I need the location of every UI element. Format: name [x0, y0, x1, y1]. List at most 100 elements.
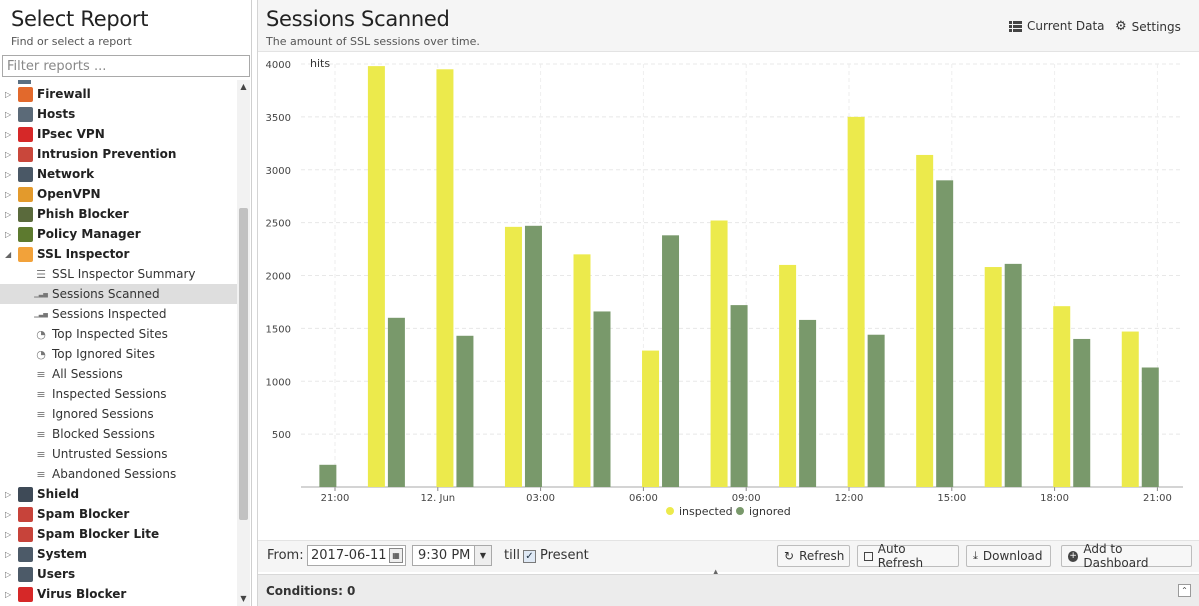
tree-category-phish-blocker[interactable]: ▷ Phish Blocker: [0, 204, 237, 224]
tree-report-item[interactable]: ≡ Blocked Sessions: [0, 424, 237, 444]
tree-category-ssl-inspector[interactable]: ◢ SSL Inspector: [0, 244, 237, 264]
y-tick-label: 2500: [266, 219, 291, 230]
report-toolbar: From: 2017-06-11 ▦ 9:30 PM ▼ till ✓ Pres…: [258, 540, 1199, 572]
tree-category-virus-blocker[interactable]: ▷ Virus Blocker: [0, 584, 237, 604]
expand-up-icon[interactable]: ⌃: [1178, 584, 1191, 597]
chevron-down-icon[interactable]: ▼: [474, 546, 491, 565]
tree-category-hosts[interactable]: ▷ Hosts: [0, 104, 237, 124]
tree-category-policy-manager[interactable]: ▷ Policy Manager: [0, 224, 237, 244]
panel-splitter-handle[interactable]: ▲: [713, 568, 719, 576]
x-tick-label: 09:00: [732, 493, 761, 504]
tree-report-item[interactable]: ≡ Abandoned Sessions: [0, 464, 237, 484]
policy-manager-icon: [18, 226, 33, 242]
report-selector-panel: Select Report Find or select a report ▷ F…: [0, 0, 252, 606]
tree-category-users[interactable]: ▷ Users: [0, 564, 237, 584]
scroll-up-arrow-icon[interactable]: ▲: [240, 82, 247, 91]
report-selector-header: Select Report Find or select a report: [0, 0, 251, 52]
collapsed-arrow-icon[interactable]: ▷: [5, 589, 12, 599]
refresh-button[interactable]: ↻ Refresh: [777, 545, 850, 567]
table-icon: [1009, 20, 1022, 32]
bar-ignored: [1073, 338, 1091, 487]
tree-report-item[interactable]: ≡ Untrusted Sessions: [0, 444, 237, 464]
from-time-select[interactable]: 9:30 PM ▼: [412, 545, 492, 566]
conditions-panel[interactable]: Conditions: 0 ⌃: [258, 574, 1199, 606]
collapsed-arrow-icon[interactable]: ▷: [5, 129, 12, 139]
tree-report-label: Blocked Sessions: [52, 427, 155, 441]
tree-category-label: SSL Inspector: [37, 247, 130, 261]
tree-category-label: IPsec VPN: [37, 127, 105, 141]
settings-button[interactable]: ⚙ Settings: [1115, 19, 1181, 34]
tree-report-item[interactable]: ◔ Top Inspected Sites: [0, 324, 237, 344]
x-tick-label: 15:00: [937, 493, 966, 504]
tree-category-openvpn[interactable]: ▷ OpenVPN: [0, 184, 237, 204]
tree-report-item[interactable]: ≡ All Sessions: [0, 364, 237, 384]
y-tick-label: 3500: [266, 113, 291, 124]
bar-ignored: [799, 319, 817, 487]
tree-category-system[interactable]: ▷ System: [0, 544, 237, 564]
bar-inspected: [1121, 331, 1139, 487]
x-tick-label: 21:00: [1143, 493, 1172, 504]
chart-svg: 500 1000 1500 2000 2500 3000 3500 4000 hits 21:00…: [266, 57, 1183, 518]
bar-ignored: [456, 335, 474, 487]
collapsed-arrow-icon[interactable]: ▷: [5, 209, 12, 219]
tree-category-label: Phish Blocker: [37, 207, 129, 221]
firewall-icon: [18, 86, 33, 102]
tree-category-network[interactable]: ▷ Network: [0, 164, 237, 184]
add-to-dashboard-button[interactable]: + Add to Dashboard: [1061, 542, 1192, 570]
collapsed-arrow-icon[interactable]: ▷: [5, 549, 12, 559]
tree-category-spam-blocker-lite[interactable]: ▷ Spam Blocker Lite: [0, 524, 237, 544]
filter-reports-input[interactable]: [2, 55, 250, 77]
add-to-dashboard-label: Add to Dashboard: [1083, 542, 1149, 570]
plus-circle-icon: +: [1068, 550, 1079, 562]
intrusion-prevention-icon: [18, 146, 33, 162]
calendar-icon[interactable]: ▦: [389, 548, 403, 563]
tree-category-shield[interactable]: ▷ Shield: [0, 484, 237, 504]
tree-report-item[interactable]: ▁▃▅ Sessions Inspected: [0, 304, 237, 324]
expanded-arrow-icon[interactable]: ◢: [5, 249, 12, 259]
collapsed-arrow-icon[interactable]: ▷: [5, 109, 12, 119]
legend-marker-inspected: [666, 507, 674, 515]
tree-category-intrusion-prevention[interactable]: ▷ Intrusion Prevention: [0, 144, 237, 164]
from-date-field[interactable]: 2017-06-11 ▦: [307, 545, 406, 566]
bar-ignored: [662, 235, 680, 487]
tree-report-label: Ignored Sessions: [52, 407, 154, 421]
tree-category-ipsec-vpn[interactable]: ▷ IPsec VPN: [0, 124, 237, 144]
collapsed-arrow-icon[interactable]: ▷: [5, 169, 12, 179]
collapsed-arrow-icon[interactable]: ▷: [5, 489, 12, 499]
collapsed-arrow-icon[interactable]: ▷: [5, 189, 12, 199]
download-button[interactable]: ⤓ Download: [966, 545, 1051, 567]
y-tick-label: 2000: [266, 272, 291, 283]
list-icon: ≡: [36, 447, 46, 461]
bar-ignored: [1141, 367, 1159, 487]
tree-report-item[interactable]: ≡ Inspected Sessions: [0, 384, 237, 404]
report-tree-scrollbar[interactable]: ▲ ▼: [237, 80, 250, 606]
tree-report-item[interactable]: ▁▃▅ Sessions Scanned: [0, 284, 237, 304]
collapsed-arrow-icon[interactable]: ▷: [5, 229, 12, 239]
tree-category-label: Spam Blocker Lite: [37, 527, 160, 541]
current-data-button[interactable]: Current Data: [1009, 19, 1105, 33]
tree-report-item[interactable]: ☰ SSL Inspector Summary: [0, 264, 237, 284]
y-tick-label: 500: [272, 430, 291, 441]
tree-report-label: Sessions Scanned: [52, 287, 160, 301]
collapsed-arrow-icon[interactable]: ▷: [5, 89, 12, 99]
collapsed-arrow-icon[interactable]: ▷: [5, 509, 12, 519]
scroll-down-arrow-icon[interactable]: ▼: [240, 594, 247, 603]
pie-chart-icon: ◔: [36, 327, 46, 341]
tree-category-firewall[interactable]: ▷ Firewall: [0, 84, 237, 104]
tree-report-item[interactable]: ≡ Ignored Sessions: [0, 404, 237, 424]
auto-refresh-button[interactable]: Auto Refresh: [857, 542, 959, 570]
scroll-thumb[interactable]: [239, 208, 248, 520]
tree-category-label: Policy Manager: [37, 227, 141, 241]
collapsed-arrow-icon[interactable]: ▷: [5, 149, 12, 159]
bar-inspected: [916, 154, 934, 487]
ipsec-vpn-icon: [18, 126, 33, 142]
tree-report-item[interactable]: ◔ Top Ignored Sites: [0, 344, 237, 364]
tree-category-spam-blocker[interactable]: ▷ Spam Blocker: [0, 504, 237, 524]
tree-report-label: Inspected Sessions: [52, 387, 167, 401]
refresh-label: Refresh: [799, 549, 845, 563]
present-checkbox[interactable]: ✓: [523, 550, 536, 563]
list-icon: ≡: [36, 407, 46, 421]
collapsed-arrow-icon[interactable]: ▷: [5, 569, 12, 579]
collapsed-arrow-icon[interactable]: ▷: [5, 529, 12, 539]
